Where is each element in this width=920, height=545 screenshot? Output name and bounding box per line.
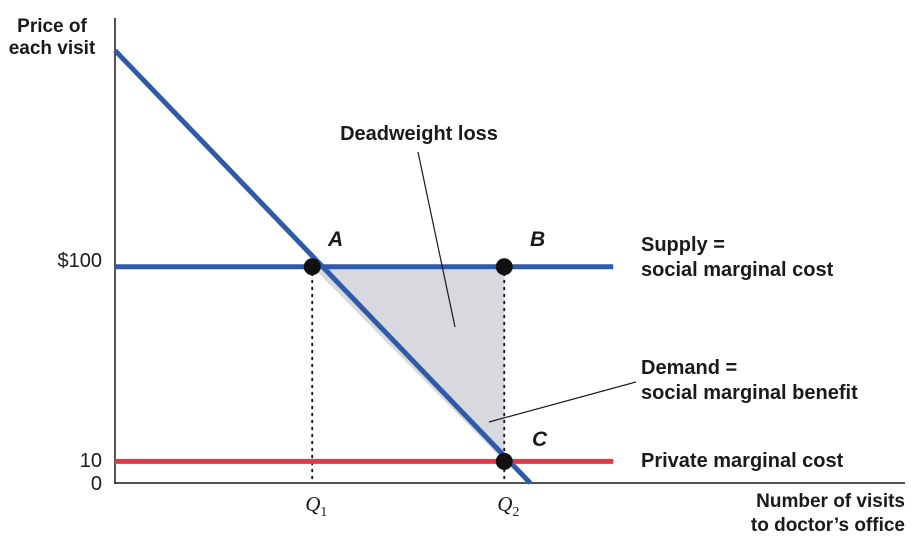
point-label-c: C	[532, 428, 548, 451]
private-cost-label: Private marginal cost	[641, 450, 844, 472]
point-b	[495, 258, 513, 276]
x-axis-title: Number of visits to doctor’s office	[751, 491, 905, 536]
x-tick-label-q2: Q2	[497, 492, 519, 520]
point-a	[303, 258, 321, 276]
y-tick-label: $100	[58, 250, 103, 272]
deadweight-loss-label: Deadweight loss	[340, 123, 498, 145]
supply-label: Supply = social marginal cost	[641, 234, 834, 281]
point-c	[495, 452, 513, 470]
x-tick-label-q1: Q1	[305, 492, 327, 520]
deadweight-loss-area	[312, 266, 505, 462]
point-label-a: A	[327, 228, 343, 251]
demand-leader	[488, 381, 637, 423]
deadweight-loss-leader	[417, 151, 456, 328]
point-label-b: B	[530, 228, 545, 251]
y-tick-label: 10	[80, 450, 102, 472]
y-axis-title: Price of each visit	[9, 16, 96, 59]
y-tick-label: 0	[91, 473, 102, 495]
demand-label: Demand = social marginal benefit	[641, 357, 858, 404]
